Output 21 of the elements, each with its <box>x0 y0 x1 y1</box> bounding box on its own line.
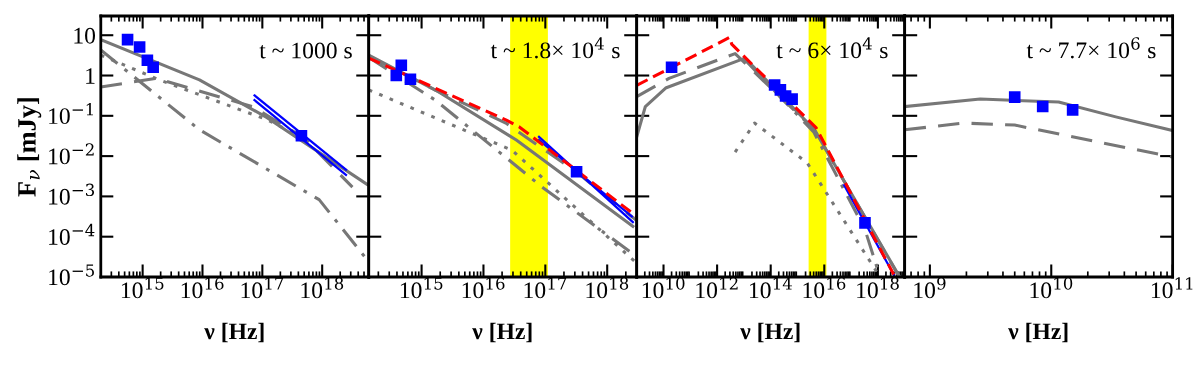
x-tick-label: 10$^{18}$ <box>586 277 629 299</box>
y-axis-title: F$_{ν}$ [mJy] <box>17 98 42 197</box>
y-tick-label: 1 <box>86 68 95 84</box>
x-tick-label: 10$^{10}$ <box>642 277 685 299</box>
x-tick-label: 10$^{10}$ <box>1030 277 1073 299</box>
x-tick-label: 10$^{11}$ <box>1151 277 1193 299</box>
x-tick-label: 10$^{18}$ <box>301 277 344 299</box>
x-tick-label: 10$^{9}$ <box>914 277 946 299</box>
y-tick-label: 10$^{−1}$ <box>49 102 93 125</box>
y-tick-label: 10$^{−4}$ <box>49 223 95 245</box>
x-tick-label: 10$^{14}$ <box>749 277 792 299</box>
x-axis-title: ν [Hz] <box>1008 322 1068 343</box>
y-tick-label: 10$^{−5}$ <box>49 264 94 286</box>
x-axis-title: ν [Hz] <box>472 322 532 343</box>
annotation: t ~ 1000 s <box>259 42 352 59</box>
annotation: t ~ 7.7× 10$^{6}$ s <box>1026 37 1156 59</box>
y-tick-label: 10 <box>74 27 96 44</box>
x-axis-title: ν [Hz] <box>204 322 264 343</box>
y-tick-label: 10$^{−3}$ <box>49 183 95 205</box>
x-axis-title: ν [Hz] <box>740 322 800 343</box>
y-tick-label: 10$^{−2}$ <box>49 143 94 165</box>
